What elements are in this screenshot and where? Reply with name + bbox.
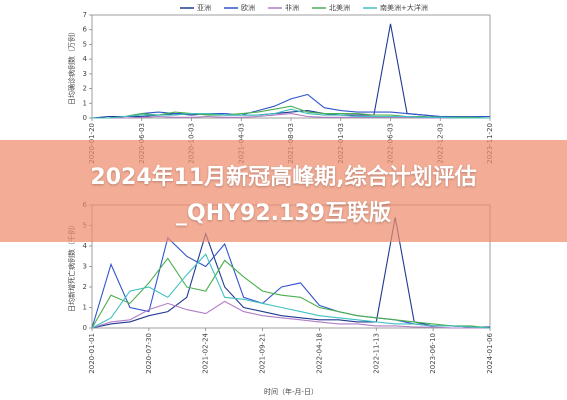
y-tick-label: 1 bbox=[83, 99, 87, 107]
y-tick-label: 4 bbox=[83, 242, 88, 250]
y-tick-label: 6 bbox=[83, 26, 88, 34]
banner bbox=[0, 140, 567, 242]
legend-label: 亚洲 bbox=[197, 4, 211, 12]
x-tick-label: 2024-01-06 bbox=[486, 332, 494, 373]
x-tick-label: 2023-06-10 bbox=[429, 333, 437, 374]
y-tick-label: 4 bbox=[83, 55, 88, 63]
series-line bbox=[92, 113, 490, 119]
x-tick-label: 2020-07-30 bbox=[145, 333, 153, 374]
y-tick-label: 7 bbox=[83, 11, 87, 19]
y-tick-label: 0 bbox=[83, 324, 87, 332]
legend-label: 欧洲 bbox=[241, 3, 255, 12]
y-tick-label: 2 bbox=[83, 85, 87, 93]
x-tick-label: 2022-11-13 bbox=[372, 333, 380, 374]
series-line bbox=[91, 23, 490, 119]
y-axis-title: 日均新增死亡病例数（千例） bbox=[67, 221, 76, 312]
series-line bbox=[92, 93, 490, 119]
x-tick-label: 2021-09-21 bbox=[259, 333, 267, 374]
series-line bbox=[91, 236, 491, 329]
y-tick-label: 3 bbox=[83, 263, 87, 271]
x-tick-label: 2022-04-18 bbox=[315, 333, 323, 374]
x-tick-label: 2021-02-24 bbox=[202, 332, 210, 373]
plot-frame bbox=[91, 14, 491, 119]
series-line bbox=[92, 108, 490, 119]
series-line bbox=[91, 257, 491, 329]
y-axis-title: 日均确诊病例数（万例） bbox=[67, 28, 76, 105]
legend-label: 非洲 bbox=[285, 3, 299, 12]
series-line bbox=[91, 300, 490, 329]
y-tick-label: 0 bbox=[83, 114, 87, 122]
y-tick-label: 2 bbox=[83, 283, 87, 291]
y-tick-label: 3 bbox=[83, 70, 87, 78]
y-tick-label: 5 bbox=[83, 40, 87, 48]
series-line bbox=[91, 253, 491, 329]
legend-label: 南美洲+大洋洲 bbox=[380, 3, 428, 12]
legend-label: 北美洲 bbox=[329, 3, 350, 12]
x-tick-label: 2020-01-01 bbox=[88, 333, 96, 374]
x-axis-title: 时间（年-月-日） bbox=[264, 387, 318, 396]
y-tick-label: 1 bbox=[83, 304, 87, 312]
series-line bbox=[91, 217, 490, 329]
banner-title: 2024年11月新冠高峰期,综合计划评估_QHY92.139互联版 bbox=[90, 165, 477, 226]
